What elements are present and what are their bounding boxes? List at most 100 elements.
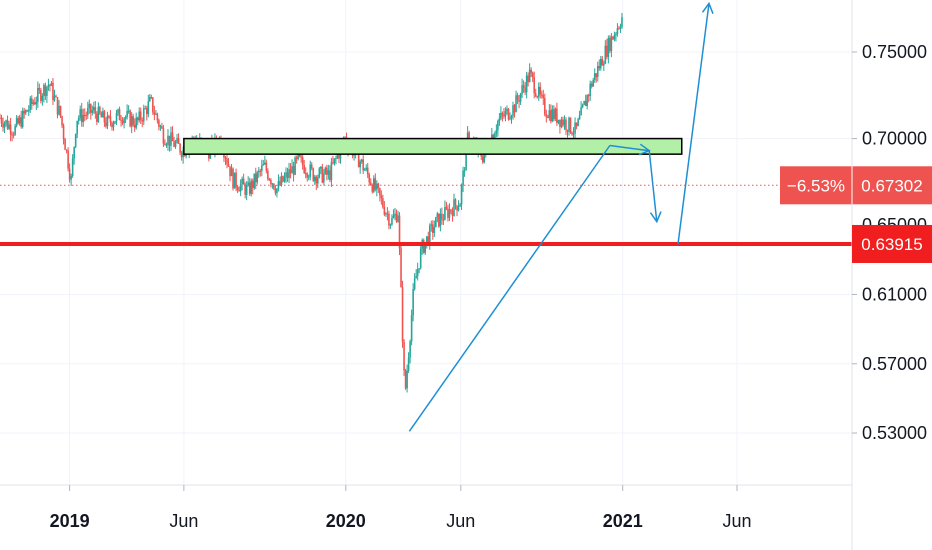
last-price-text: 0.67302 (861, 176, 922, 195)
candle-body (433, 227, 436, 233)
candle-body (463, 170, 466, 172)
candle-body (595, 73, 598, 77)
candle-body (543, 98, 546, 115)
candle-body (397, 215, 399, 222)
candle-body (316, 177, 319, 184)
candle-body (395, 213, 398, 222)
candle-body (56, 97, 59, 115)
candle-body (313, 176, 316, 181)
candle-body (79, 109, 82, 118)
candle-body (239, 184, 242, 192)
candle-body (277, 180, 280, 189)
candle-body (519, 93, 522, 102)
candle-body (130, 116, 133, 127)
candle-body (259, 170, 262, 172)
candle-body (374, 178, 377, 190)
candle-body (451, 211, 454, 217)
candle-body (581, 104, 584, 108)
candle-body (382, 198, 384, 208)
candle-body (518, 99, 520, 102)
candle-body (398, 215, 401, 249)
candle-body (603, 63, 605, 66)
candle-body (150, 97, 153, 99)
candle-body (20, 117, 22, 127)
candle-body (294, 157, 296, 175)
candle-body (162, 128, 165, 144)
candle-body (77, 117, 80, 121)
candle-body (307, 176, 310, 178)
candle-body (380, 195, 383, 199)
candle-body (621, 17, 623, 28)
candle-body (103, 111, 106, 123)
candle-body (292, 166, 295, 175)
candle-body (510, 116, 513, 119)
candle-body (65, 149, 68, 151)
candle-body (444, 207, 446, 220)
candle-body (182, 150, 184, 158)
candle-body (58, 105, 60, 115)
candle-body (509, 118, 511, 120)
candle-body (155, 113, 157, 115)
candle-body (37, 88, 39, 102)
candle-body (580, 107, 582, 116)
candle-body (32, 102, 35, 104)
candle-body (391, 217, 393, 225)
candle-body (362, 159, 364, 171)
candle-body (315, 176, 318, 184)
candle-body (454, 199, 457, 206)
y-tick-label: 0.57000 (862, 354, 927, 374)
projection-path (677, 3, 710, 245)
candle-body (283, 176, 286, 182)
candle-body (145, 108, 148, 115)
candle-body (572, 133, 575, 135)
candle-body (460, 185, 463, 205)
candle-body (35, 101, 38, 105)
candle-body (553, 109, 555, 120)
candle-body (562, 119, 564, 126)
candle-body (450, 209, 452, 212)
candle-body (17, 118, 19, 124)
candle-body (49, 84, 51, 86)
candle-body (329, 170, 331, 181)
candle-body (516, 95, 519, 100)
candle-body (569, 117, 572, 133)
candle-body (257, 170, 260, 173)
candle-body (15, 118, 18, 126)
candle-body (512, 105, 514, 117)
change-badge (780, 166, 852, 205)
candle-body (123, 118, 125, 124)
candle-body (578, 115, 581, 120)
candle-body (616, 28, 619, 34)
candle-body (441, 213, 443, 220)
candle-body (524, 87, 526, 93)
candle-body (577, 119, 579, 126)
candle-body (492, 134, 495, 139)
candle-body (245, 185, 248, 195)
candle-body (586, 95, 588, 107)
candle-body (71, 158, 74, 177)
candle-body (174, 142, 177, 147)
candle-body (392, 215, 395, 218)
candle-body (53, 95, 56, 101)
candle-body (571, 132, 573, 135)
candle-body (12, 134, 15, 136)
candle-body (147, 101, 150, 115)
candle-body (244, 184, 246, 195)
candle-body (254, 173, 257, 183)
candle-body (406, 370, 408, 389)
candle-body (171, 132, 174, 142)
candle-body (34, 102, 36, 105)
candle-body (129, 110, 131, 127)
candle-body (141, 120, 144, 122)
candle-body (43, 85, 45, 96)
candle-body (418, 268, 420, 270)
candle-body (465, 142, 467, 171)
candle-body (506, 108, 508, 112)
candle-body (530, 69, 532, 73)
candle-body (111, 122, 113, 128)
candle-body (462, 170, 464, 186)
candle-body (117, 109, 119, 114)
candle-body (27, 109, 30, 112)
candle-body (394, 213, 396, 216)
